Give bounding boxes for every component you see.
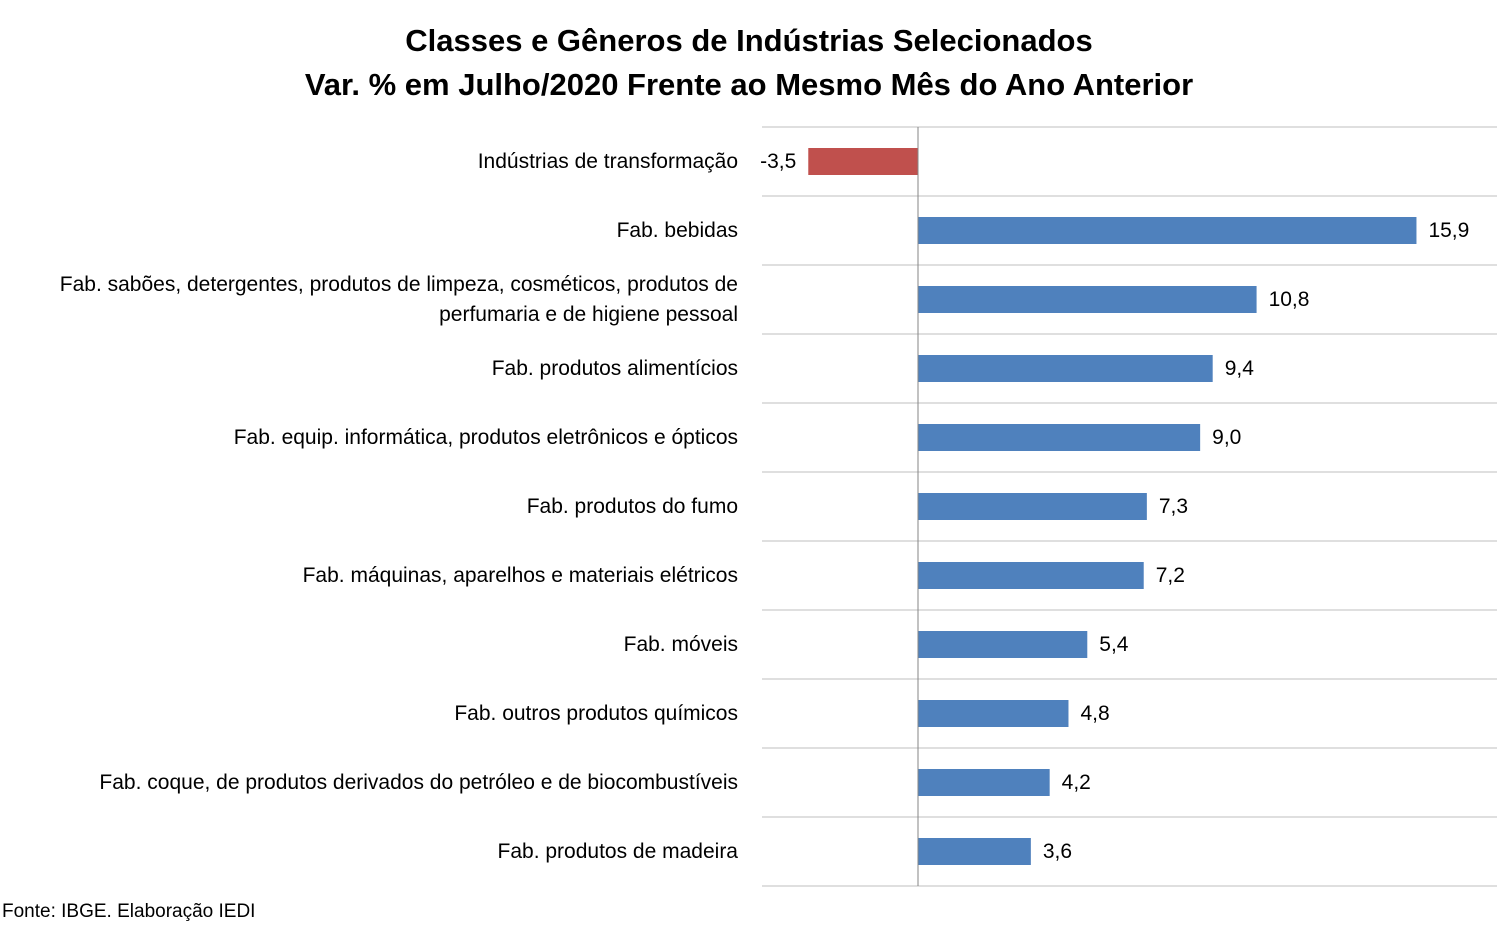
bar [918,355,1213,382]
category-label: Fab. equip. informática, produtos eletrô… [234,426,738,449]
chart-title: Classes e Gêneros de Indústrias Selecion… [405,23,1093,58]
category-label: Fab. outros produtos químicos [454,702,738,725]
data-label: 15,9 [1428,219,1469,242]
data-label: 9,0 [1212,426,1241,449]
data-label: 4,2 [1062,771,1091,794]
chart-subtitle: Var. % em Julho/2020 Frente ao Mesmo Mês… [304,67,1194,102]
bar [918,700,1069,727]
category-label: Fab. sabões, detergentes, produtos de li… [60,273,738,296]
bar [918,769,1050,796]
data-label: 7,2 [1156,564,1185,587]
category-label: Indústrias de transformação [478,150,738,173]
data-label: 5,4 [1099,633,1129,656]
category-label: Fab. móveis [624,633,738,656]
data-label: 4,8 [1080,702,1109,725]
category-label: Fab. produtos alimentícios [492,357,738,380]
category-label: Fab. produtos do fumo [527,495,738,518]
data-label: 7,3 [1159,495,1188,518]
bar [918,286,1257,313]
bar [808,148,918,175]
data-label: 3,6 [1043,840,1072,863]
bar [918,631,1088,658]
category-label: Fab. máquinas, aparelhos e materiais elé… [303,564,738,587]
source-note: Fonte: IBGE. Elaboração IEDI [2,901,256,922]
category-label: Fab. coque, de produtos derivados do pet… [99,771,738,794]
data-label: 9,4 [1225,357,1255,380]
category-label: Fab. bebidas [617,219,738,242]
bar [918,838,1031,865]
bar [918,424,1201,451]
data-label: 10,8 [1269,288,1310,311]
data-label: -3,5 [760,150,796,173]
category-label: Fab. produtos de madeira [498,840,739,863]
bar [918,217,1417,244]
bar [918,493,1147,520]
category-label: perfumaria e de higiene pessoal [439,303,738,326]
bar [918,562,1144,589]
